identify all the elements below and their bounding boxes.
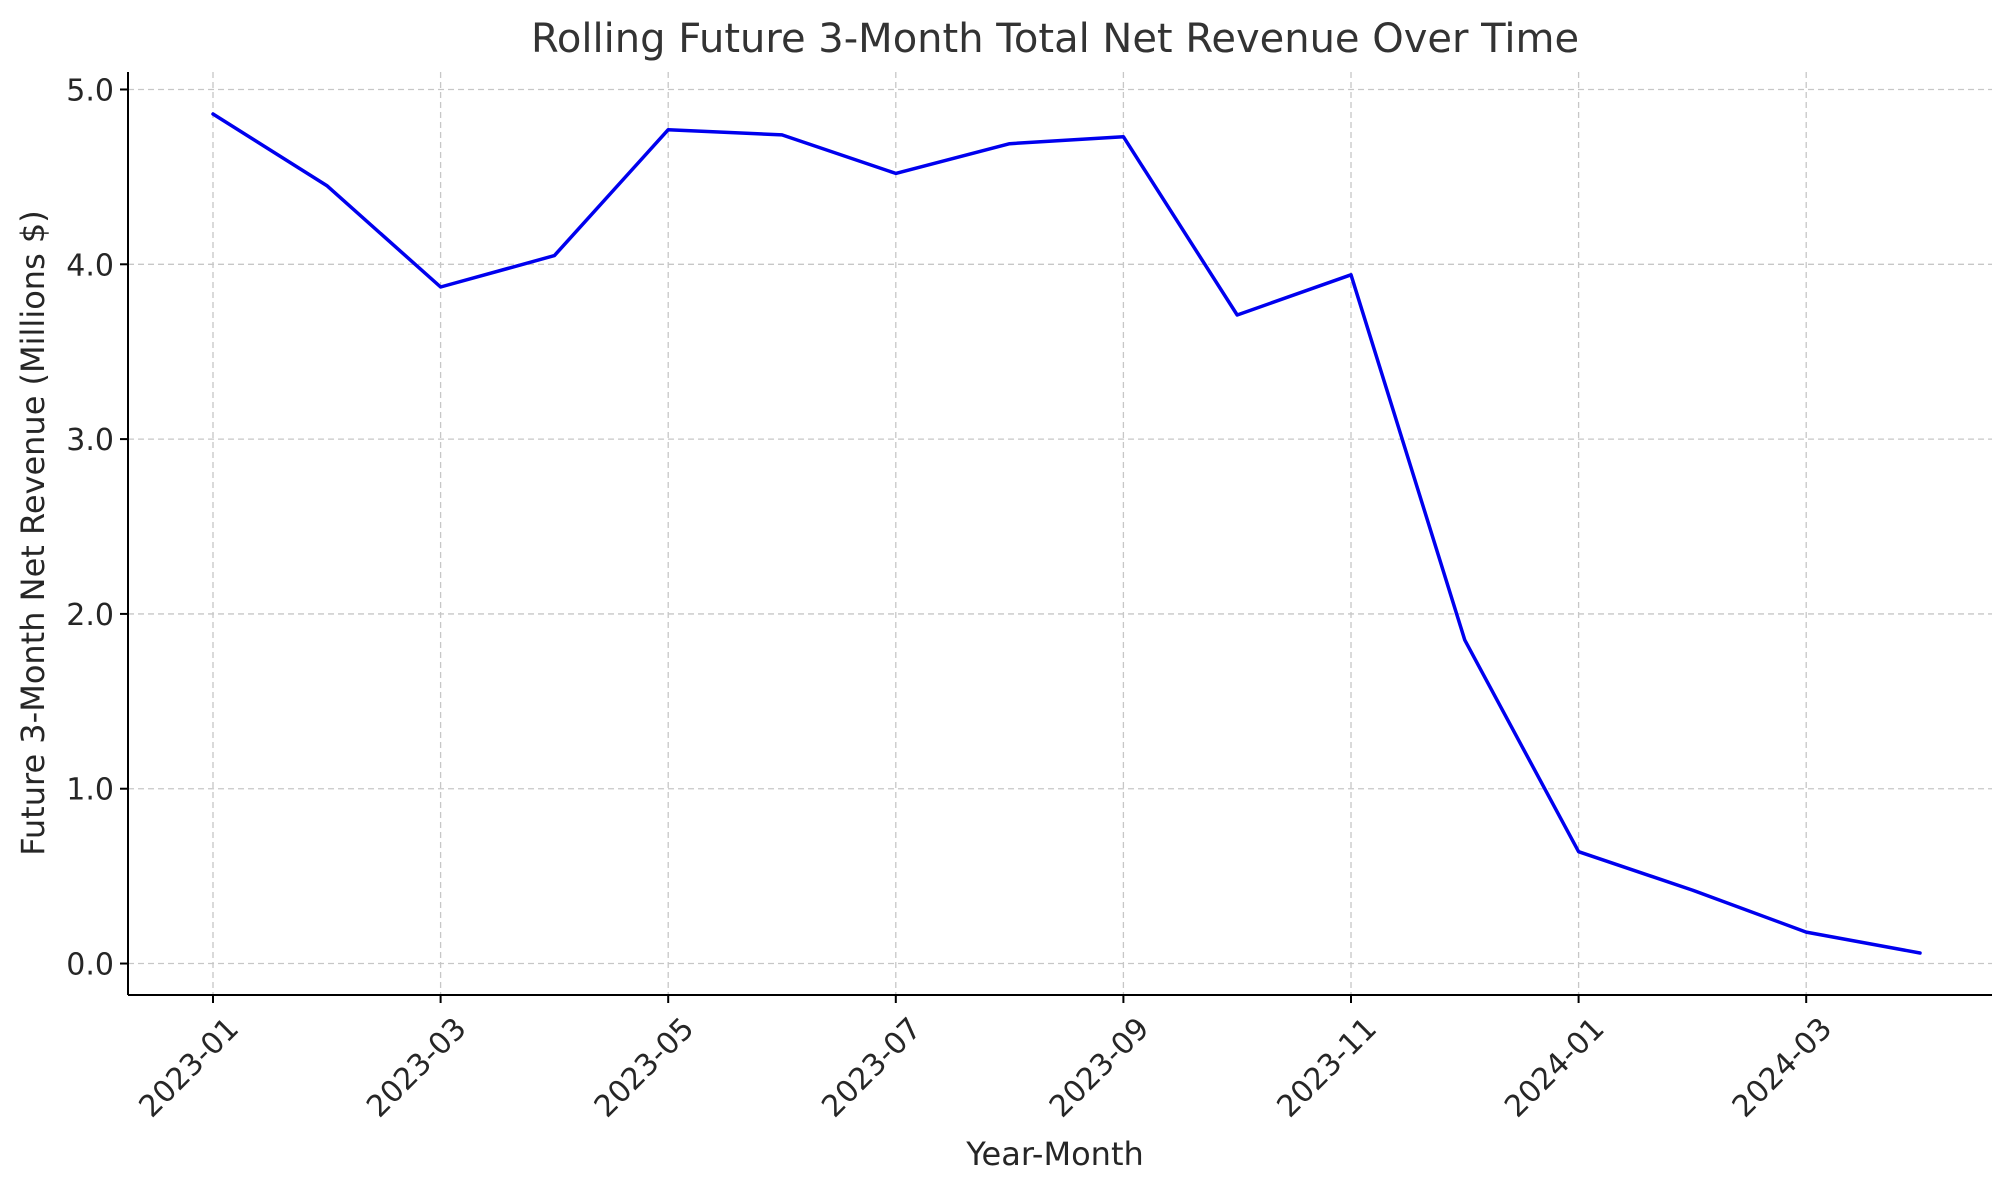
x-tick-label: 2024-01 (1498, 1011, 1611, 1124)
axes (127, 72, 1992, 996)
y-axis-ticks: 0.0 1.0 2.0 3.0 4.0 5.0 (66, 73, 128, 983)
chart-title: Rolling Future 3-Month Total Net Revenue… (531, 16, 1579, 62)
series-layer (211, 112, 1922, 955)
x-axis-ticks: 2023-01 2023-03 2023-05 2023-07 2023-09 2023-… (133, 995, 1839, 1125)
y-tick-label: 3.0 (66, 423, 114, 458)
y-tick-label: 4.0 (66, 248, 114, 283)
x-tick-label: 2023-03 (360, 1011, 473, 1124)
y-tick-label: 5.0 (66, 73, 114, 108)
y-tick-label: 1.0 (66, 773, 114, 808)
x-tick-label: 2023-11 (1271, 1011, 1384, 1124)
grid (128, 72, 1992, 995)
y-tick-label: 2.0 (66, 598, 114, 633)
x-tick-label: 2023-09 (1043, 1011, 1156, 1124)
x-tick-label: 2024-03 (1726, 1011, 1839, 1124)
series-line (211, 112, 1922, 955)
y-axis-label: Future 3-Month Net Revenue (Millions $) (14, 210, 52, 856)
y-tick-label: 0.0 (66, 948, 114, 983)
x-tick-label: 2023-07 (815, 1011, 928, 1124)
x-tick-label: 2023-05 (588, 1011, 701, 1124)
x-axis-label: Year-Month (965, 1135, 1144, 1173)
x-tick-label: 2023-01 (133, 1011, 246, 1124)
